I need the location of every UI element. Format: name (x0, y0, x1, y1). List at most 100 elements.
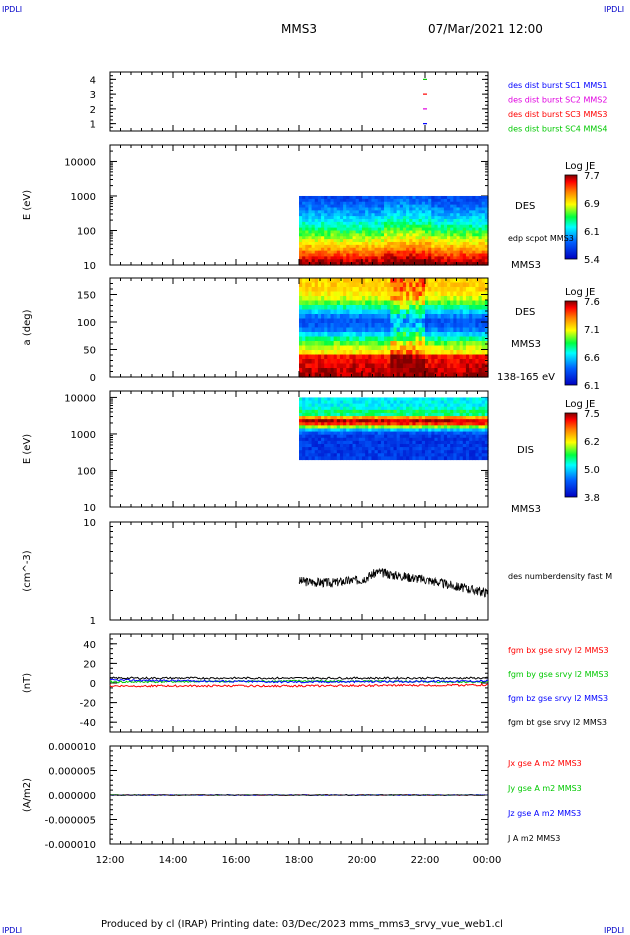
des-pitch-cell (368, 359, 373, 365)
des-pitch-cell (352, 336, 357, 342)
des-energy-cell (314, 227, 319, 232)
des-pitch-cell (324, 332, 328, 338)
dis-energy-cell (384, 450, 388, 454)
des-energy-cell (465, 247, 470, 252)
burst-ytick-label: 3 (90, 90, 96, 101)
des-pitch-cell (406, 363, 410, 369)
des-energy-cell (349, 253, 354, 257)
des-energy-cell (346, 233, 350, 237)
des-energy-cell (447, 256, 451, 260)
current-legend: Jy gse A m2 MMS3 (507, 784, 582, 793)
dis-energy-cell (343, 447, 347, 451)
dis-energy-cell (311, 440, 316, 445)
des-pitch-cell (362, 282, 366, 288)
des-pitch-cell (311, 350, 316, 356)
des-pitch-cell (456, 314, 461, 320)
dis-energy-cell (314, 437, 319, 442)
des-pitch-cell (475, 359, 480, 365)
des-pitch-cell (305, 363, 310, 369)
des-energy-cell (412, 259, 417, 263)
dis-energy-cell (380, 425, 385, 430)
des-pitch-cell (365, 354, 369, 360)
des-pitch-cell (459, 350, 464, 356)
des-pitch-cell (418, 350, 423, 356)
des-pitch-cell (459, 300, 464, 306)
dis-energy-cell (399, 434, 404, 439)
des-energy-cell (352, 230, 357, 234)
des-pitch-cell (484, 368, 489, 374)
dis-energy-cell (421, 428, 426, 433)
des-pitch-cell (462, 287, 467, 293)
des-energy-cell (456, 210, 461, 214)
dis-energy-cell (443, 440, 448, 445)
dis-energy-cell (365, 400, 369, 405)
des-pitch-cell (336, 332, 341, 338)
des-pitch-cell (355, 336, 360, 342)
des-energy-cell (349, 213, 354, 217)
des-pitch-cell (349, 300, 354, 306)
des-pitch-cell (402, 359, 407, 365)
des-pitch-cell (377, 300, 382, 306)
des-pitch-cell (336, 282, 341, 288)
des-energy-cell (440, 213, 445, 217)
des-energy-cell (437, 204, 442, 209)
dis-energy-cell (352, 431, 357, 436)
des-pitch-cell (396, 309, 401, 315)
des-energy-cell (368, 262, 373, 266)
dis-energy-cell (412, 447, 417, 451)
dis-energy-cell (478, 428, 483, 433)
des-energy-cell (447, 195, 451, 200)
des-energy-cell (425, 216, 429, 220)
des-energy-cell (393, 236, 398, 240)
dis-energy-cell (472, 397, 476, 402)
des-pitch-cell (377, 350, 382, 356)
des-pitch-cell (362, 327, 366, 333)
des-energy-cell (462, 204, 467, 209)
des-energy-cell (484, 230, 489, 234)
des-energy-cell (437, 241, 442, 246)
des-pitch-cell (450, 291, 454, 297)
dis-energy-cell (465, 403, 470, 408)
dis-energy-cell (339, 422, 344, 426)
des-energy-cell (469, 195, 473, 200)
des-energy-cell (371, 210, 376, 214)
des-pitch-cell (431, 305, 436, 311)
des-pitch-cell (462, 282, 467, 288)
des-energy-cell (412, 210, 417, 214)
des-energy-cell (450, 230, 454, 234)
dis-energy-cell (362, 434, 366, 439)
des-pitch-cell (472, 341, 476, 347)
des-pitch-cell (472, 368, 476, 374)
des-energy-cell (402, 244, 407, 249)
dis-energy-cell (428, 403, 432, 408)
des-pitch-cell (402, 323, 407, 329)
des-energy-cell (475, 244, 480, 249)
dis-energy-colorbar-tick: 5.0 (584, 465, 600, 476)
des-pitch-cell (365, 359, 369, 365)
des-pitch-cell (339, 309, 344, 315)
dis-energy-cell (475, 431, 480, 436)
dis-energy-cell (484, 409, 489, 414)
dis-energy-cell (299, 425, 303, 430)
dis-energy-cell (377, 409, 382, 414)
des-pitch-cell (343, 350, 347, 356)
dis-energy-cell (396, 406, 401, 411)
des-energy-cell (434, 239, 439, 243)
des-energy-cell (425, 230, 429, 234)
des-energy-cell (462, 227, 467, 232)
des-energy-cell (402, 227, 407, 232)
des-pitch-cell (324, 278, 328, 284)
des-pitch-cell (415, 291, 420, 297)
des-pitch-cell (387, 305, 391, 311)
des-pitch-cell (365, 291, 369, 297)
des-energy-cell (415, 262, 420, 266)
des-pitch-cell (478, 291, 483, 297)
des-energy-cell (450, 262, 454, 266)
des-pitch-cell (469, 350, 473, 356)
dis-energy-cell (484, 431, 489, 436)
des-energy-cell (343, 210, 347, 214)
des-pitch-cell (409, 300, 413, 306)
des-energy-cell (421, 198, 426, 203)
des-energy-cell (450, 244, 454, 249)
